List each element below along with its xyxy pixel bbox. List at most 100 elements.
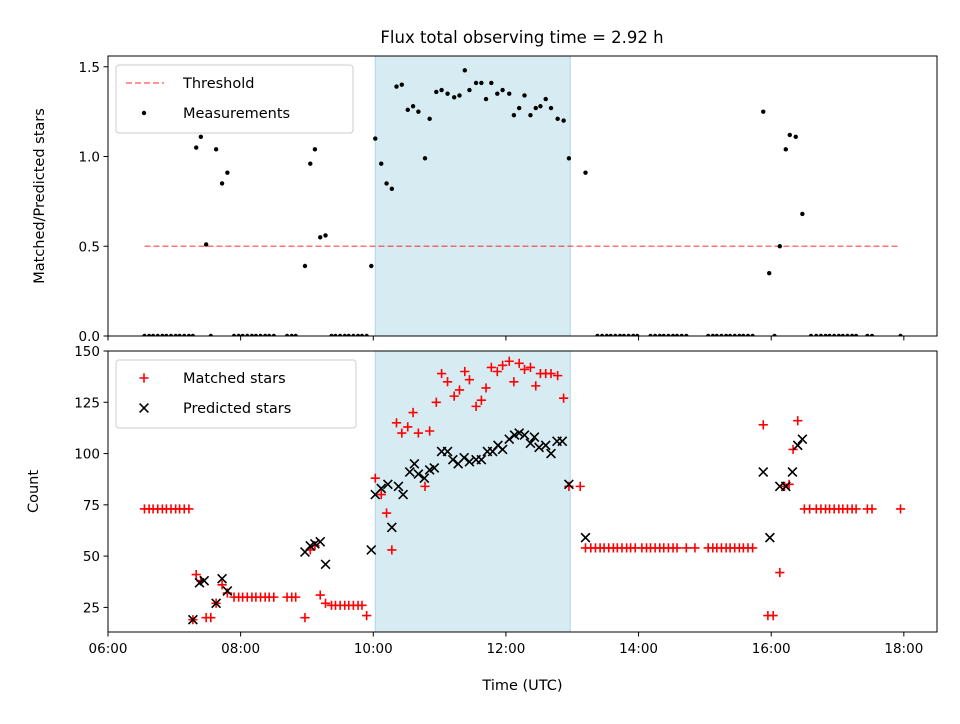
measurement-point [394, 84, 399, 89]
measurement-point [617, 333, 623, 336]
measurement-point [379, 161, 384, 166]
x-tick-label: 10:00 [354, 641, 393, 657]
measurement-point [783, 147, 788, 152]
matched-star-point [492, 366, 502, 377]
matched-star-point [498, 360, 508, 370]
y-axis-label: Count [26, 470, 42, 513]
y-tick-label: 1.0 [79, 150, 100, 166]
predicted-star-point [429, 462, 440, 473]
predicted-star-point [514, 428, 525, 439]
measurement-point [679, 333, 684, 336]
chart-title: Flux total observing time = 2.92 h [380, 28, 663, 47]
measurement-point [266, 333, 272, 336]
measurement-point [648, 333, 653, 336]
measurement-point [323, 233, 328, 238]
matched-star-point [672, 543, 682, 553]
measurement-point [373, 136, 378, 141]
measurement-point [705, 333, 711, 336]
matched-star-point [775, 567, 785, 578]
predicted-star-point [497, 444, 508, 455]
legend-matched-swatch [139, 373, 149, 383]
measurement-point [177, 333, 182, 336]
matched-star-point [397, 428, 407, 438]
matched-star-point [291, 592, 301, 602]
measurement-point [439, 87, 444, 93]
matched-star-point [867, 504, 877, 514]
measurement-point [631, 333, 636, 336]
y-tick-label: 50 [83, 549, 100, 565]
measurement-point [422, 156, 428, 161]
measurement-point [684, 333, 689, 336]
measurement-point [462, 68, 468, 73]
measurement-point [208, 333, 213, 336]
measurement-point [346, 333, 351, 336]
measurement-point [190, 333, 196, 336]
y-tick-label: 25 [83, 600, 100, 616]
measurement-point [561, 118, 566, 123]
measurement-point [495, 91, 500, 96]
measurement-point [507, 91, 512, 96]
matched-star-point [408, 407, 418, 418]
measurement-point [359, 333, 365, 336]
measurement-point [351, 333, 356, 336]
matched-star-point [509, 377, 519, 387]
matched-star-point [504, 356, 514, 366]
measurement-point [635, 333, 640, 336]
predicted-star-point [398, 489, 409, 500]
matched-star-point [481, 383, 491, 393]
legend: Threshold Measurements [115, 64, 354, 134]
measurement-point [467, 87, 472, 93]
measurement-point [489, 80, 494, 86]
predicted-star-point [580, 532, 591, 543]
measurement-point [483, 96, 489, 102]
measurement-point [240, 333, 245, 336]
measurement-point [457, 93, 462, 98]
predicted-star-point [459, 452, 470, 463]
axes-frame [107, 55, 938, 337]
predicted-star-point [792, 440, 803, 451]
measurement-point [583, 170, 588, 175]
y-tick-label: 1.5 [79, 60, 100, 76]
predicted-star-point [393, 481, 404, 492]
measurement-point [836, 333, 842, 336]
measurement-point [626, 333, 631, 336]
matched-star-point [184, 504, 194, 514]
measurement-point [194, 145, 199, 150]
predicted-star-point [315, 536, 326, 547]
measurement-point [827, 333, 832, 336]
measurement-point [479, 80, 484, 86]
measurement-point [528, 113, 533, 118]
measurement-point [219, 181, 225, 186]
predicted-star-point [447, 454, 458, 465]
x-tick-label: 14:00 [619, 641, 658, 657]
measurement-point [231, 333, 237, 336]
measurement-point [318, 235, 323, 240]
predicted-star-point [199, 575, 210, 586]
measurement-point [865, 333, 870, 336]
matched-star-point [464, 375, 475, 385]
predicted-star-point [764, 532, 775, 543]
predicted-star-point [309, 538, 320, 549]
matched-star-point [420, 481, 430, 491]
predicted-star-point [382, 479, 393, 490]
shaded-interval [374, 55, 571, 337]
measurement-point [621, 333, 627, 336]
measurement-point [787, 132, 792, 138]
measurement-point [767, 270, 772, 276]
matched-star-point [486, 362, 496, 373]
measurement-point [271, 333, 276, 336]
matched-star-point [425, 426, 435, 436]
matched-star-point [442, 377, 453, 387]
matched-star-point [206, 613, 216, 623]
matched-star-point [758, 420, 768, 430]
measurement-point [604, 333, 609, 336]
matched-star-point [376, 489, 386, 500]
legend-label: Threshold [182, 76, 254, 92]
measurement-point [800, 211, 805, 217]
predicted-star-point [546, 448, 556, 459]
predicted-star-point [419, 473, 430, 484]
measurement-point [427, 116, 432, 122]
matched-star-point [575, 481, 585, 491]
measurement-point [312, 147, 318, 152]
